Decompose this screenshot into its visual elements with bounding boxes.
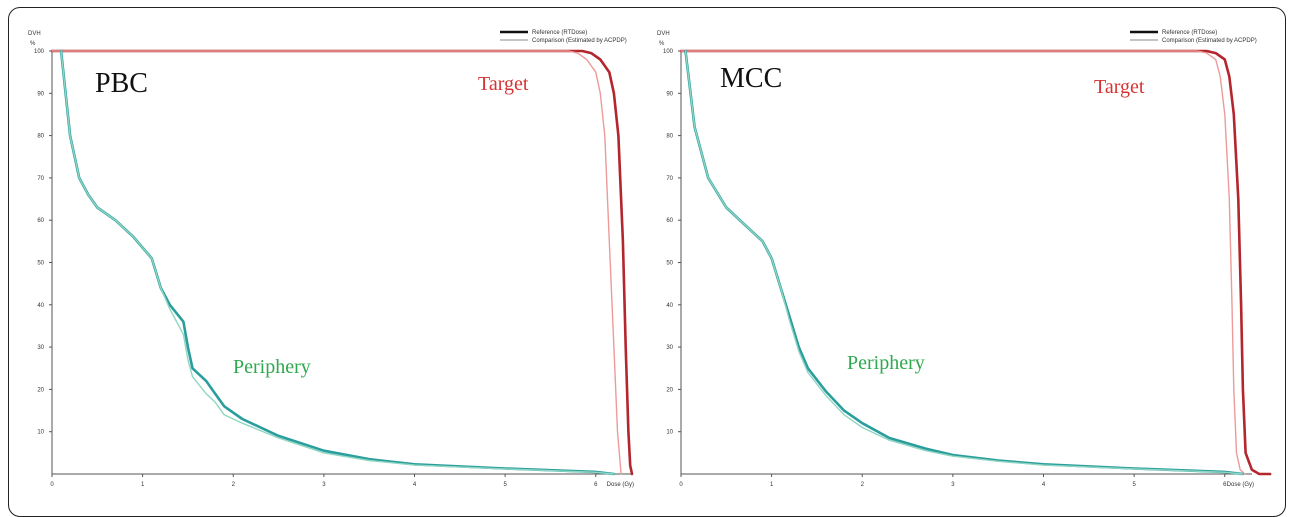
panel-title: PBC [95,68,148,99]
x-tick-label: 0 [50,482,54,488]
y-axis-unit: % [659,41,665,47]
y-axis-title: DVH [28,31,41,37]
y-tick-label: 60 [37,218,44,224]
x-tick-label: 2 [861,482,865,488]
y-tick-label: 90 [37,91,44,97]
annotation-periphery: Periphery [233,356,311,378]
panel-mcc: DVH% 10 20 30 40 50 60 70 80 90 100 0 1 2 3 4 5 6 Dose (Gy… [657,30,1272,488]
y-tick-label: 60 [666,218,673,224]
x-tick-label: 3 [951,482,955,488]
annotation-periphery: Periphery [847,352,925,374]
legend-label-comparison: Comparison (Estimated by ACPDP) [532,38,627,44]
y-tick-label: 30 [37,345,44,351]
y-axis-title: DVH [657,31,670,37]
series-line-target-reference [679,49,1272,476]
y-tick-label: 80 [37,134,44,140]
series-line-target-reference [50,49,634,476]
x-axis-title: Dose (Gy) [1227,482,1254,488]
x-tick-label: 4 [413,482,417,488]
x-tick-label: 1 [141,482,145,488]
y-tick-label: 80 [666,134,673,140]
legend-label-reference: Reference (RTDose) [532,30,587,36]
x-tick-label: 0 [679,482,683,488]
x-tick-label: 5 [503,482,507,488]
x-tick-label: 1 [770,482,774,488]
series-line-target-comparison [51,50,622,475]
series-line-periphery-reference [59,49,616,476]
x-tick-label: 4 [1042,482,1046,488]
y-tick-label: 70 [37,176,44,182]
figure-frame [8,7,1286,517]
y-tick-label: 10 [37,430,44,436]
y-tick-label: 50 [666,261,673,267]
y-tick-label: 20 [666,387,673,393]
panel-title: MCC [720,63,782,94]
x-tick-label: 3 [322,482,326,488]
y-tick-label: 100 [663,49,674,55]
y-tick-label: 30 [666,345,673,351]
y-axis-unit: % [30,41,36,47]
y-tick-label: 40 [37,303,44,309]
legend-label-reference: Reference (RTDose) [1162,30,1217,36]
y-tick-label: 90 [666,91,673,97]
y-tick-label: 10 [666,430,673,436]
annotation-target: Target [1094,76,1145,98]
series-line-target-comparison [680,50,1246,475]
panel-pbc: DVH% 10 20 30 40 50 60 70 80 90 100 0 1 2 3 4 5 6 Dose (Gy… [28,30,634,488]
x-tick-label: 2 [232,482,236,488]
y-tick-label: 50 [37,261,44,267]
x-tick-label: 5 [1132,482,1136,488]
y-tick-label: 100 [34,49,45,55]
x-axis-title: Dose (Gy) [607,482,634,488]
annotation-target: Target [478,73,529,95]
series-line-periphery-comparison [684,50,1244,475]
x-tick-label: 6 [1223,482,1227,488]
y-tick-label: 20 [37,387,44,393]
x-tick-label: 6 [594,482,598,488]
y-tick-label: 40 [666,303,673,309]
series-line-periphery-comparison [60,50,615,475]
legend-label-comparison: Comparison (Estimated by ACPDP) [1162,38,1257,44]
y-tick-label: 70 [666,176,673,182]
series-line-periphery-reference [684,49,1245,476]
